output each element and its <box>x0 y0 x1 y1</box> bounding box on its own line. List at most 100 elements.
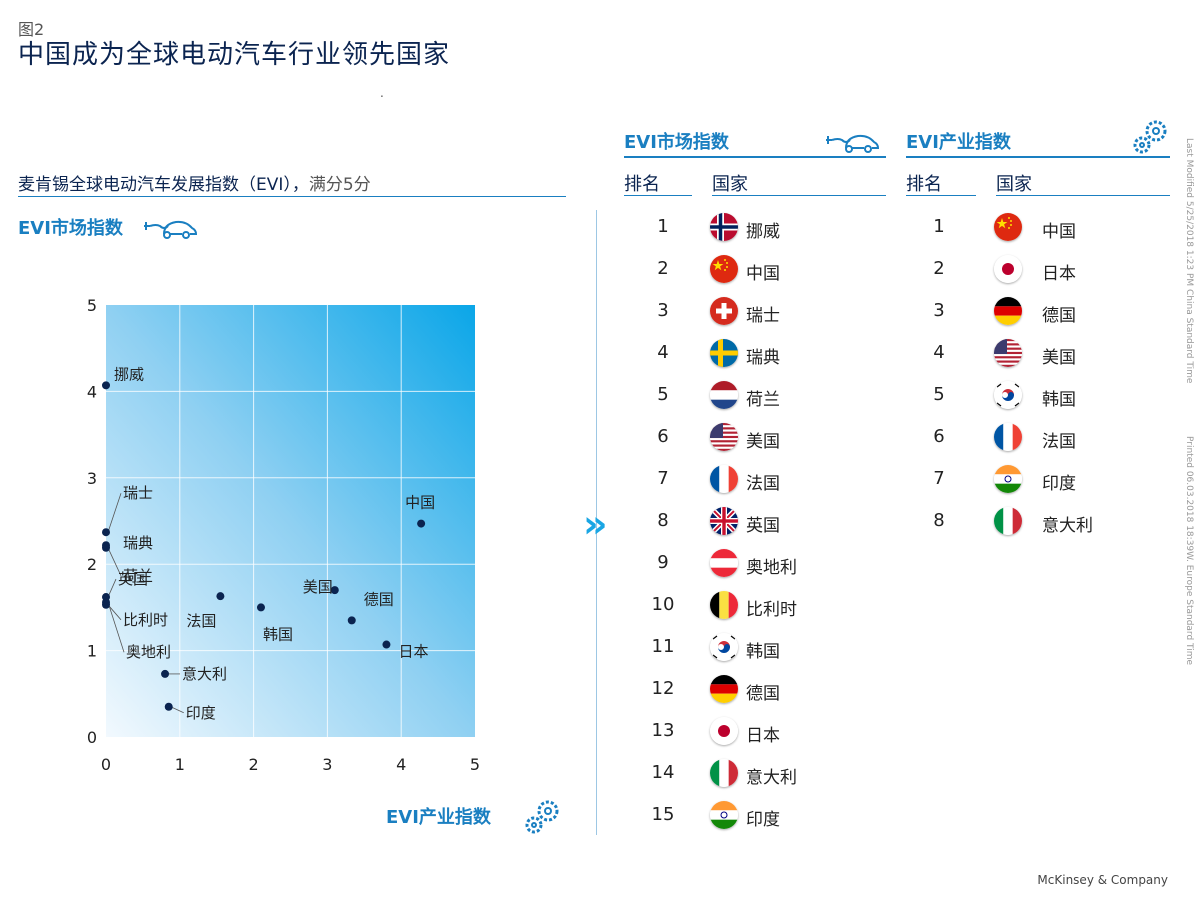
leader-line <box>107 547 122 576</box>
rank-cell: 7 <box>657 468 669 489</box>
data-point <box>382 640 391 649</box>
rank-cell: 4 <box>933 342 945 363</box>
leader-lines <box>107 493 184 714</box>
x-tick-label: 3 <box>322 755 332 774</box>
country-cell: 韩国 <box>746 642 780 662</box>
rank-cell: 1 <box>657 216 669 237</box>
data-point <box>417 519 426 528</box>
x-tick-label: 1 <box>175 755 185 774</box>
country-cell: 意大利 <box>746 768 797 788</box>
rank-cell: 7 <box>933 468 945 489</box>
rank-cell: 5 <box>657 384 669 405</box>
data-point <box>161 669 170 678</box>
gears-icon <box>1132 118 1170 160</box>
sweden-flag-icon <box>710 339 738 367</box>
axis-ticks: 0 1 2 3 4 5 0 1 2 3 4 5 <box>87 296 480 774</box>
italy-flag-icon <box>994 507 1022 535</box>
point-label: 日本 <box>398 643 428 661</box>
country-cell: 瑞士 <box>746 306 780 326</box>
page-title: 中国成为全球电动汽车行业领先国家 <box>18 40 451 70</box>
x-tick-label: 2 <box>249 755 259 774</box>
country-cell: 挪威 <box>746 222 780 242</box>
point-label: 瑞士 <box>123 484 153 502</box>
rank-cell: 10 <box>651 594 675 615</box>
rank-cell: 2 <box>933 258 945 279</box>
y-tick-label: 0 <box>87 728 97 747</box>
y-tick-label: 5 <box>87 296 97 315</box>
industry-table-rule <box>906 156 1170 158</box>
usa-flag-icon <box>994 339 1022 367</box>
market-table-title: EVI市场指数 <box>624 132 729 153</box>
y-tick-label: 2 <box>87 555 97 574</box>
korea-flag-icon <box>710 633 738 661</box>
grid-lines <box>106 305 475 737</box>
country-cell: 日本 <box>1042 264 1076 284</box>
plot-area <box>106 305 475 737</box>
market-table-rule <box>624 156 886 158</box>
netherlands-flag-icon <box>710 381 738 409</box>
italy-flag-icon <box>710 759 738 787</box>
subtitle-main: 麦肯锡全球电动汽车发展指数（EVI）， <box>18 175 309 195</box>
point-label: 印度 <box>186 704 216 722</box>
country-cell: 荷兰 <box>746 390 780 410</box>
point-label: 意大利 <box>182 665 227 683</box>
chevron-right-icon: » <box>583 502 608 546</box>
market-country-header: 国家 <box>712 174 748 195</box>
y-axis-title: EVI市场指数 <box>18 218 123 239</box>
rank-cell: 15 <box>651 804 675 825</box>
point-label: 瑞典 <box>123 534 153 552</box>
country-cell: 美国 <box>1042 348 1076 368</box>
point-label: 韩国 <box>263 625 293 643</box>
rank-cell: 14 <box>651 762 675 783</box>
country-cell: 瑞典 <box>746 348 780 368</box>
country-cell: 法国 <box>746 474 780 494</box>
gears-icon <box>524 798 562 840</box>
norway-flag-icon <box>710 213 738 241</box>
country-cell: 德国 <box>1042 306 1076 326</box>
point-label: 美国 <box>303 578 333 596</box>
country-cell: 法国 <box>1042 432 1076 452</box>
country-cell: 印度 <box>1042 474 1076 494</box>
point-label: 比利时 <box>123 611 168 629</box>
industry-table-title: EVI产业指数 <box>906 132 1011 153</box>
data-point <box>102 543 110 552</box>
china-flag-icon <box>994 213 1022 241</box>
india-flag-icon <box>994 465 1022 493</box>
japan-flag-icon <box>710 717 738 745</box>
data-point <box>102 598 110 607</box>
figure-label: 图2 <box>18 20 45 39</box>
country-cell: 奥地利 <box>746 558 797 578</box>
country-cell: 德国 <box>746 684 780 704</box>
ev-car-icon <box>824 126 882 160</box>
stray-dot: . <box>380 86 384 100</box>
market-rank-header: 排名 <box>624 174 660 195</box>
point-label: 奥地利 <box>126 643 171 661</box>
printed-note: Printed 06.03.2018 18:39W. Europe Standa… <box>1184 436 1194 666</box>
x-axis-title: EVI产业指数 <box>386 807 491 828</box>
industry-rank-rule <box>906 195 976 196</box>
leader-line <box>107 604 122 621</box>
ev-car-icon <box>142 212 200 246</box>
data-point <box>216 592 225 601</box>
country-cell: 比利时 <box>746 600 797 620</box>
company-footer: McKinsey & Company <box>1037 873 1168 887</box>
france-flag-icon <box>994 423 1022 451</box>
data-point <box>102 381 110 390</box>
rank-cell: 8 <box>657 510 669 531</box>
france-flag-icon <box>710 465 738 493</box>
industry-rank-header: 排名 <box>906 174 942 195</box>
india-flag-icon <box>710 801 738 829</box>
subtitle-divider <box>18 196 566 197</box>
country-cell: 日本 <box>746 726 780 746</box>
belgium-flag-icon <box>710 591 738 619</box>
germany-flag-icon <box>710 675 738 703</box>
switzerland-flag-icon <box>710 297 738 325</box>
country-cell: 英国 <box>746 516 780 536</box>
data-point <box>347 616 356 625</box>
rank-cell: 6 <box>657 426 669 447</box>
data-point <box>330 586 339 595</box>
data-point <box>102 528 110 537</box>
rank-cell: 12 <box>651 678 675 699</box>
point-label: 挪威 <box>114 365 144 383</box>
